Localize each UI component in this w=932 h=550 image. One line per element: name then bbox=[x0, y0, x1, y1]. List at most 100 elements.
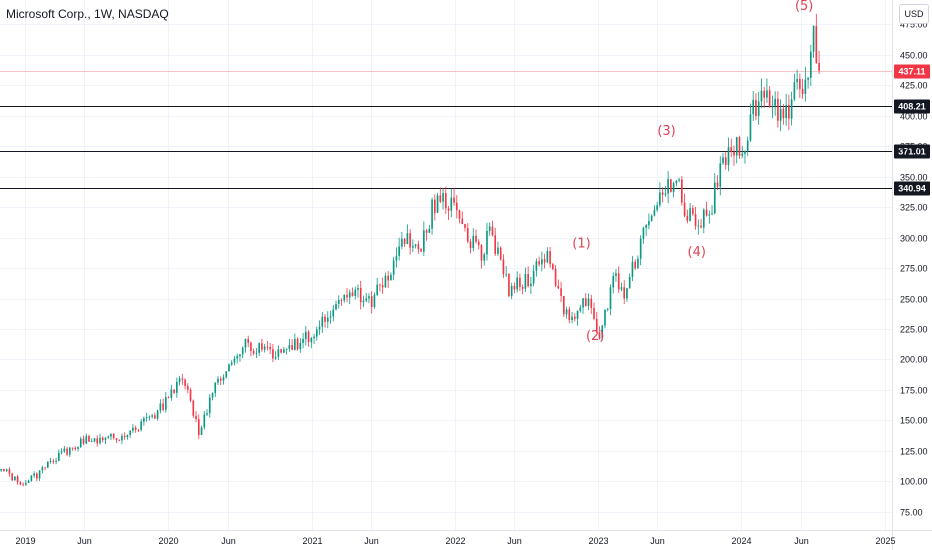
candle-body bbox=[403, 238, 406, 244]
candle-body bbox=[796, 79, 798, 83]
y-tick-label: 250.00 bbox=[900, 295, 928, 305]
candle-body bbox=[639, 238, 642, 259]
candle-body bbox=[568, 309, 571, 321]
candle-body bbox=[582, 298, 584, 308]
candle-body bbox=[283, 349, 285, 353]
candle-body bbox=[810, 51, 812, 78]
candle-body bbox=[307, 331, 310, 343]
candle-body bbox=[96, 438, 99, 444]
candle-body bbox=[508, 273, 510, 297]
candle-body bbox=[348, 292, 351, 298]
candle-body bbox=[176, 381, 178, 393]
candle-body bbox=[444, 193, 447, 209]
candle-body bbox=[52, 460, 55, 462]
candle-body bbox=[38, 470, 41, 479]
candle-body bbox=[702, 209, 705, 228]
candle-body bbox=[228, 364, 230, 372]
candle-body bbox=[683, 202, 686, 216]
candle-body bbox=[357, 287, 359, 290]
candle-body bbox=[667, 179, 669, 194]
candle-body bbox=[670, 179, 672, 193]
candle-body bbox=[107, 436, 110, 438]
candle-body bbox=[33, 473, 35, 476]
candle-body bbox=[771, 105, 774, 108]
candle-body bbox=[535, 261, 538, 271]
candle-body bbox=[5, 469, 8, 472]
candle-body bbox=[148, 416, 151, 418]
candle-body bbox=[631, 261, 634, 277]
candle-body bbox=[423, 230, 425, 252]
candle-body bbox=[738, 137, 741, 156]
price-axis[interactable]: 75.00 100.00 125.00 150.00 175.00 200.00 225.0… bbox=[892, 0, 928, 550]
y-tick-label: 350.00 bbox=[900, 173, 928, 183]
candle-body bbox=[269, 347, 271, 350]
candle-body bbox=[779, 108, 782, 121]
candle-body bbox=[258, 343, 260, 353]
time-axis[interactable]: 2019 Jun 2020 Jun 2021 Jun 2022 Jun 2023 Jun 2024 J… bbox=[0, 530, 932, 547]
candle-body bbox=[326, 317, 329, 322]
candle-body bbox=[782, 108, 785, 119]
chart-title: Microsoft Corp., 1W, NASDAQ bbox=[6, 7, 169, 21]
x-tick-label: 2020 bbox=[158, 536, 178, 546]
candle-body bbox=[453, 197, 455, 203]
candle-body bbox=[590, 298, 593, 308]
x-tick-label: Jun bbox=[221, 536, 236, 546]
candle-body bbox=[656, 205, 658, 210]
candle-body bbox=[554, 268, 557, 286]
x-tick-label: 2022 bbox=[445, 536, 465, 546]
candle-body bbox=[332, 309, 335, 317]
candle-body bbox=[763, 90, 766, 98]
candle-body bbox=[197, 419, 200, 435]
candle-body bbox=[414, 244, 417, 246]
candlestick-series bbox=[0, 13, 820, 487]
elliott-wave-labels: (1) (2) (3) (4) (5) bbox=[572, 0, 813, 344]
candle-body bbox=[543, 259, 546, 263]
candle-body bbox=[321, 316, 324, 327]
candle-body bbox=[310, 338, 313, 343]
candle-body bbox=[280, 349, 282, 353]
candle-body bbox=[634, 261, 637, 269]
candle-body bbox=[129, 430, 131, 436]
candle-body bbox=[241, 347, 244, 355]
candle-body bbox=[66, 448, 68, 455]
candle-body bbox=[425, 230, 428, 233]
candle-body bbox=[3, 469, 5, 472]
candle-body bbox=[571, 316, 573, 321]
candle-body bbox=[167, 396, 170, 398]
candle-body bbox=[77, 447, 79, 449]
candle-body bbox=[296, 338, 299, 350]
candle-body bbox=[79, 438, 82, 448]
wave-label: (4) bbox=[688, 245, 706, 260]
candle-body bbox=[461, 218, 464, 224]
candle-body bbox=[291, 345, 293, 350]
candle-body bbox=[760, 90, 763, 102]
candle-body bbox=[774, 98, 776, 106]
candle-body bbox=[370, 296, 373, 308]
candle-body bbox=[101, 437, 104, 441]
candle-body bbox=[373, 294, 376, 308]
candle-body bbox=[390, 274, 392, 281]
candle-body bbox=[409, 233, 411, 248]
candle-body bbox=[623, 287, 626, 299]
candle-body bbox=[104, 437, 107, 441]
candle-body bbox=[757, 101, 760, 116]
candle-body bbox=[744, 150, 746, 154]
x-tick-label: 2024 bbox=[731, 536, 751, 546]
candle-body bbox=[724, 157, 727, 165]
currency-button[interactable]: USD bbox=[899, 4, 929, 24]
candle-body bbox=[664, 193, 667, 195]
candle-body bbox=[337, 299, 340, 304]
candle-body bbox=[434, 199, 436, 213]
candle-body bbox=[359, 287, 362, 303]
candle-body bbox=[546, 251, 549, 263]
candle-body bbox=[16, 476, 19, 483]
candle-body bbox=[799, 79, 801, 89]
candle-body bbox=[211, 393, 214, 398]
candle-body bbox=[233, 358, 236, 363]
candle-body bbox=[263, 346, 266, 350]
candle-body bbox=[305, 331, 307, 339]
candle-body bbox=[143, 418, 145, 422]
x-tick-label: Jun bbox=[507, 536, 522, 546]
candle-body bbox=[466, 227, 469, 242]
